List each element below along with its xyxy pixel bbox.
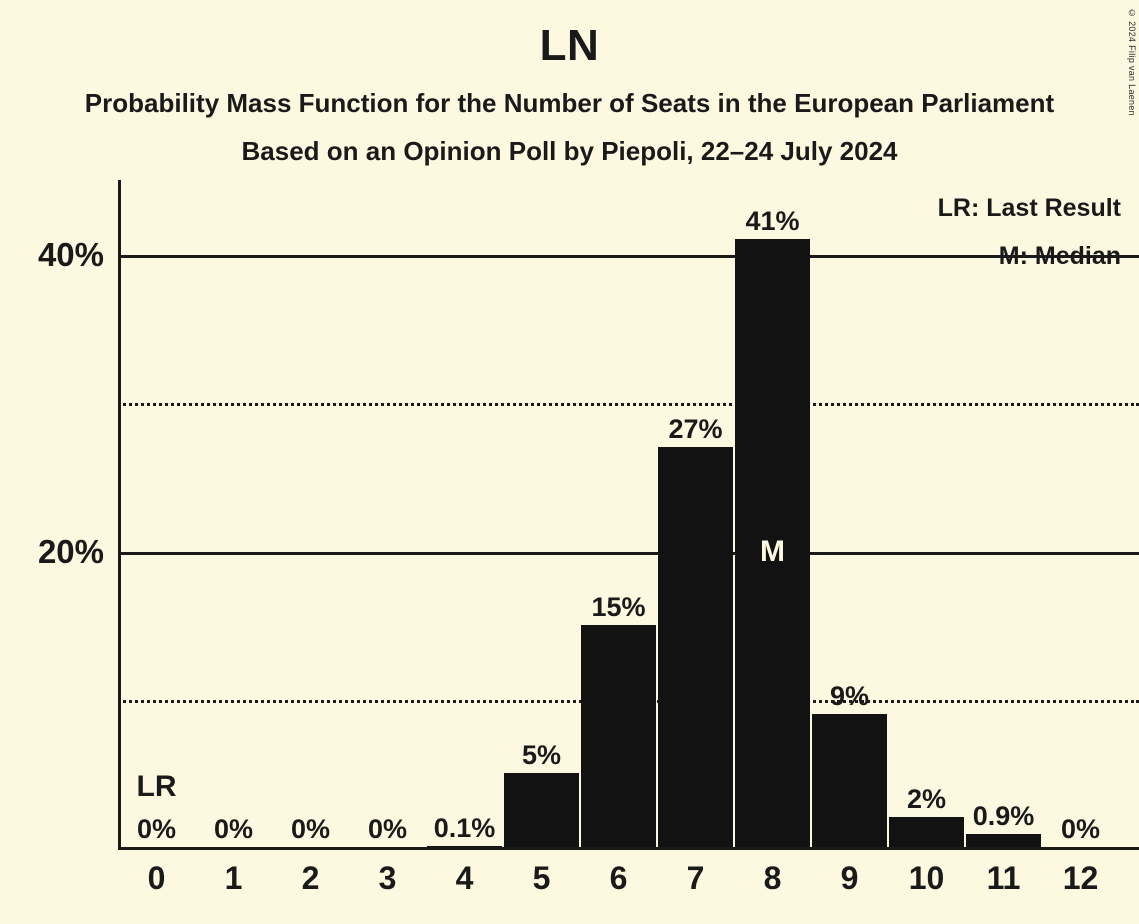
bar-11[interactable]	[966, 833, 1041, 847]
bar-value-label-11: 0.9%	[972, 800, 1035, 831]
x-axis-line	[118, 847, 1139, 850]
x-axis-tick-10: 10	[908, 860, 945, 896]
x-axis-tick-11: 11	[986, 860, 1021, 896]
page-title: LN	[539, 21, 600, 70]
bar-value-label-1: 0%	[213, 814, 254, 844]
median-marker: M	[760, 534, 785, 568]
x-axis-tick-8: 8	[763, 860, 782, 896]
chart-source-note: Based on an Opinion Poll by Piepoli, 22–…	[241, 136, 898, 166]
bar-5[interactable]	[504, 772, 579, 847]
bar-4[interactable]	[427, 845, 502, 847]
x-axis-tick-6: 6	[609, 860, 628, 896]
bar-value-label-12: 0%	[1060, 814, 1101, 844]
gridline-20pct	[118, 551, 1139, 555]
bar-value-label-2: 0%	[290, 814, 331, 844]
x-axis-tick-12: 12	[1062, 860, 1099, 896]
y-axis-line	[118, 180, 121, 850]
legend-item-last-result: LR: Last Result	[937, 194, 1121, 222]
x-axis-tick-0: 0	[147, 860, 166, 896]
bar-value-label-3: 0%	[367, 814, 408, 844]
copyright-notice: © 2024 Filip van Laenen	[1127, 8, 1137, 116]
x-axis-tick-5: 5	[532, 860, 551, 896]
chart-subtitle: Probability Mass Function for the Number…	[84, 88, 1055, 118]
gridline-30pct	[118, 403, 1139, 407]
bar-value-label-10: 2%	[906, 784, 947, 815]
bar-6[interactable]	[581, 624, 656, 847]
bar-10[interactable]	[889, 817, 964, 847]
bar-value-label-9: 9%	[829, 680, 870, 711]
gridline-40pct	[118, 255, 1139, 258]
x-axis-tick-7: 7	[686, 860, 705, 896]
bar-value-label-7: 27%	[668, 413, 723, 444]
bar-value-label-5: 5%	[521, 739, 562, 770]
last-result-marker: LR	[136, 770, 177, 803]
bar-value-label-6: 15%	[591, 591, 646, 622]
x-axis-tick-3: 3	[378, 860, 397, 896]
x-axis-tick-1: 1	[224, 860, 243, 896]
bar-value-label-8: 41%	[745, 206, 800, 237]
x-axis-tick-2: 2	[301, 860, 320, 896]
bar-9[interactable]	[812, 713, 887, 847]
bar-value-label-0: 0%	[136, 814, 177, 844]
bar-value-label-4: 0.1%	[433, 812, 496, 843]
x-axis-tick-4: 4	[455, 860, 474, 896]
x-axis-tick-9: 9	[840, 860, 859, 896]
bar-7[interactable]	[658, 446, 733, 847]
bar-8[interactable]	[735, 239, 810, 847]
plot-area	[118, 180, 1139, 850]
